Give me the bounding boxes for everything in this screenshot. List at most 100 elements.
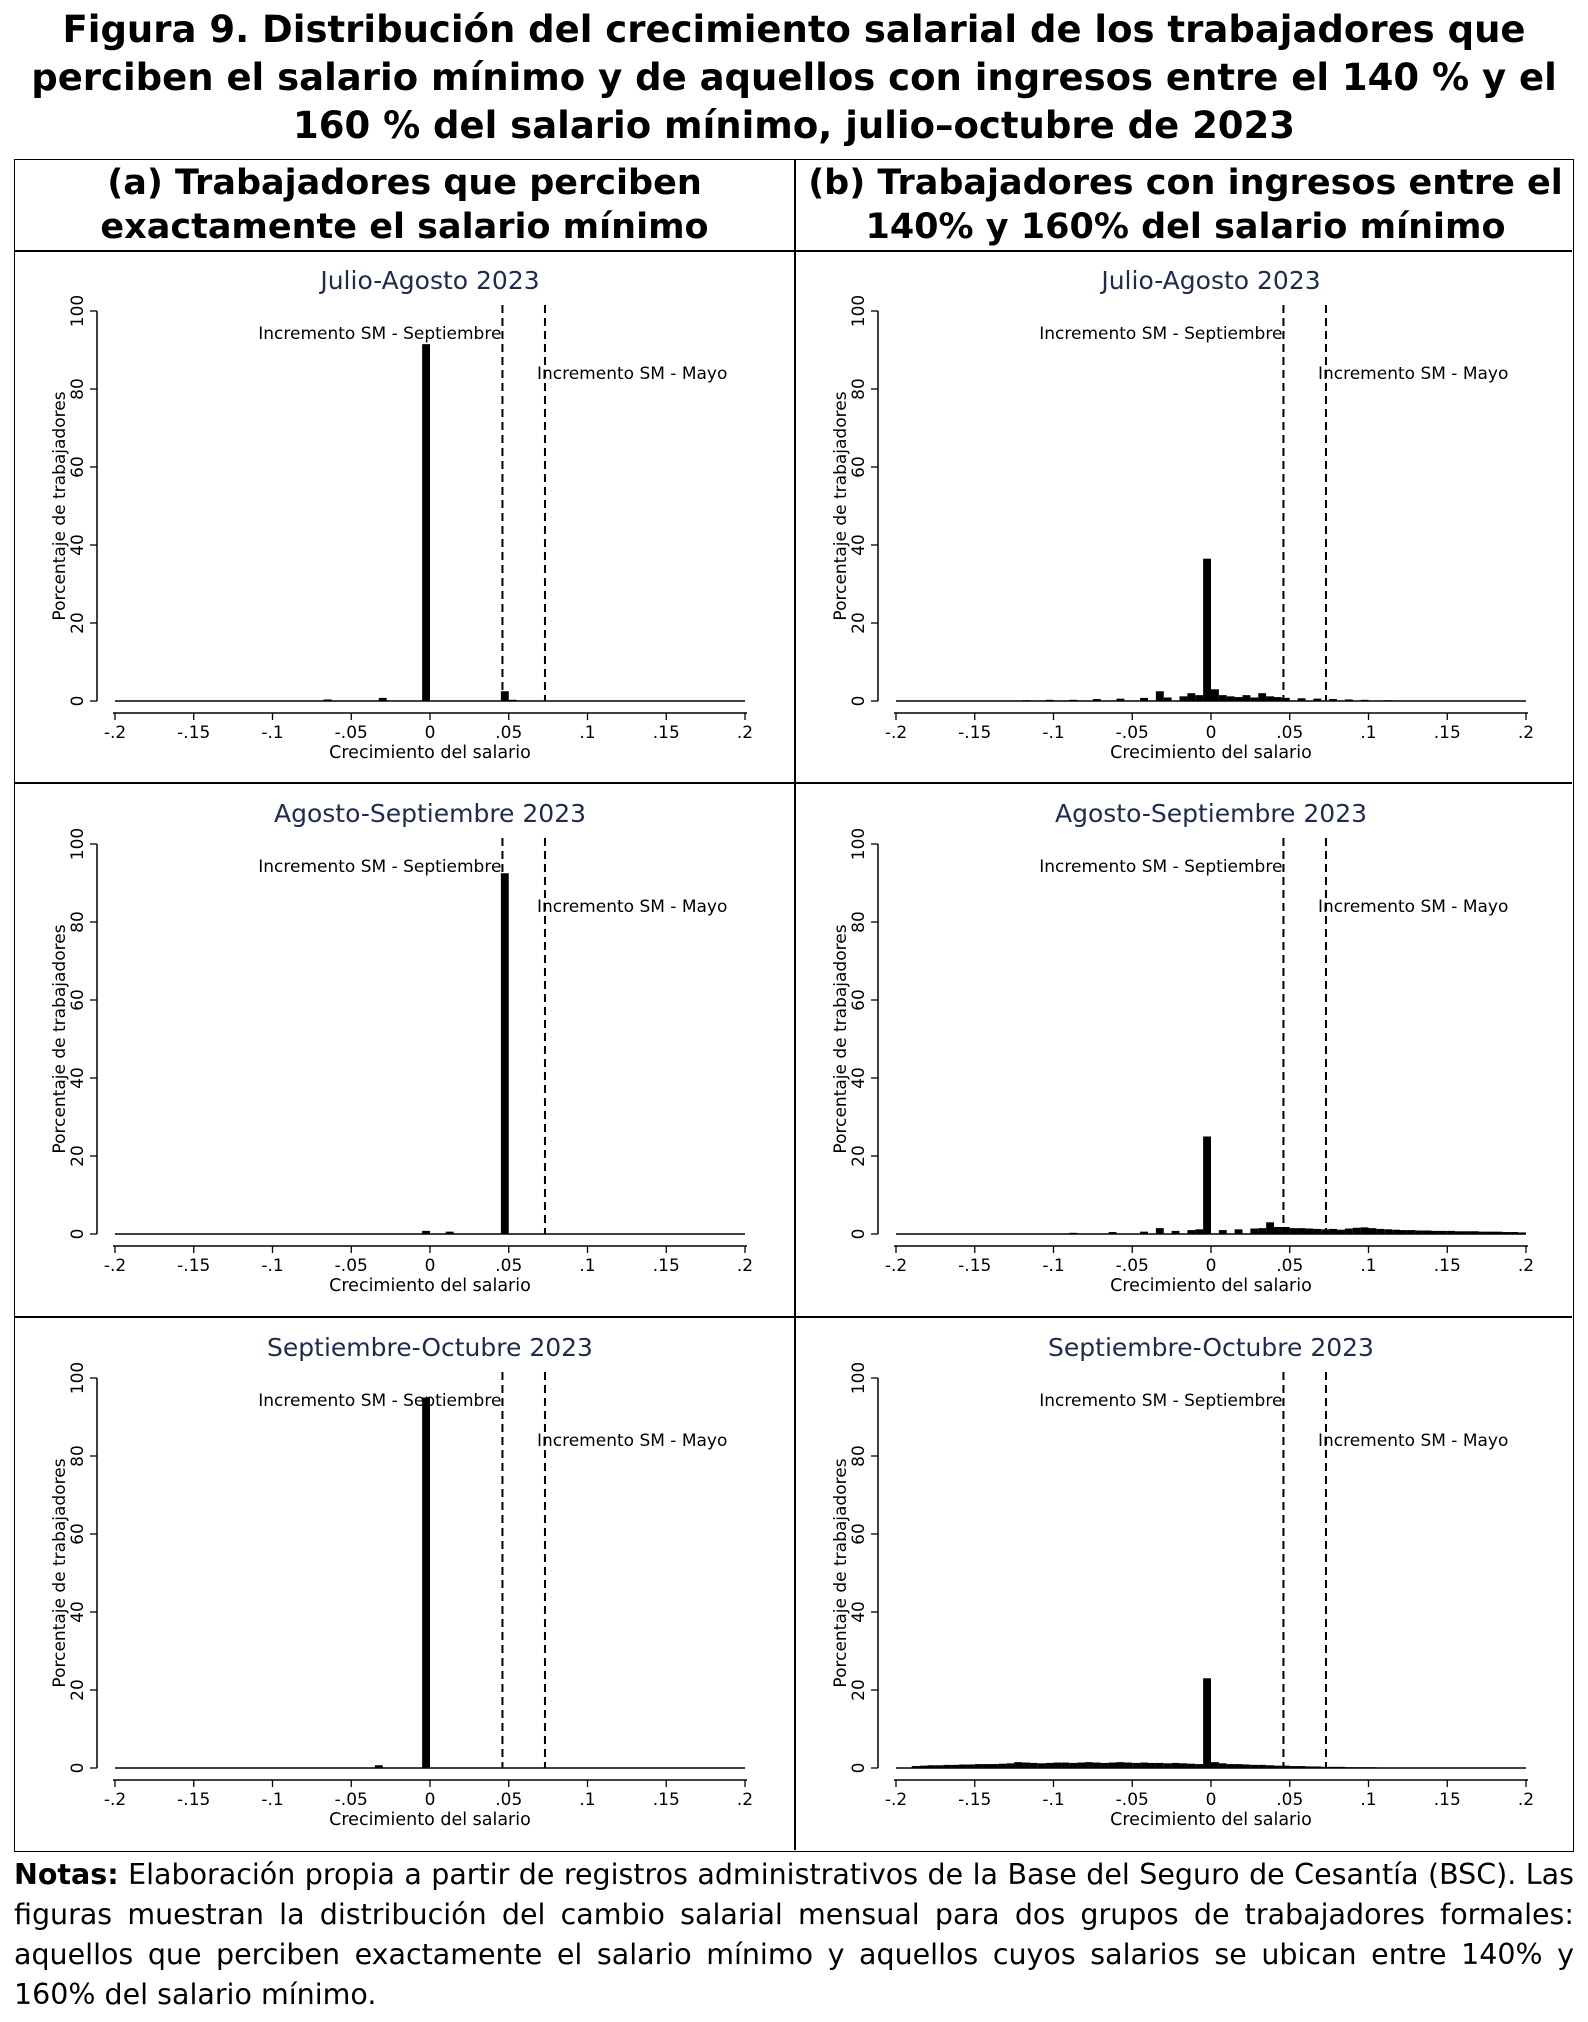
histogram-bar	[1211, 689, 1219, 701]
histogram-bar	[1447, 1230, 1456, 1234]
histogram-bar	[1203, 1136, 1211, 1234]
chart-panel-a2: Agosto-Septiembre 2023 -.2 -.15 -.1 -.05 0 .05…	[15, 784, 794, 1316]
histogram-bar	[1022, 1762, 1030, 1768]
histogram-bar	[1297, 1766, 1306, 1768]
x-tick-label: .1	[579, 1256, 595, 1276]
chart-panel-b3: Septiembre-Octubre 2023 -.2 -.15 -.1 -.05 0 .0…	[796, 1318, 1575, 1850]
histogram-bar	[1281, 1765, 1290, 1768]
x-tick-label: -.15	[177, 723, 210, 743]
chart-title: Julio-Agosto 2023	[318, 266, 539, 295]
histogram-bar	[1092, 1762, 1101, 1768]
histogram-bar	[1274, 697, 1282, 701]
y-tick-label: 60	[849, 989, 869, 1011]
histogram-bar	[1163, 1763, 1172, 1768]
x-tick-label: 0	[425, 723, 436, 743]
histogram-bar	[1171, 1230, 1180, 1234]
histogram-bar	[1266, 1222, 1274, 1234]
histogram-bar	[1187, 693, 1196, 701]
histogram-bar	[951, 1764, 959, 1768]
chart-panel-b2: Agosto-Septiembre 2023 -.2 -.15 -.1 -.05 0 .05…	[796, 784, 1575, 1316]
y-tick-label: 100	[849, 828, 869, 860]
histogram-bar	[1116, 698, 1125, 701]
x-tick-label: .2	[1518, 1790, 1534, 1810]
column-a-header: (a) Trabajadores que perciben exactament…	[100, 163, 709, 247]
histogram-bar	[1242, 695, 1251, 701]
chart-title: Agosto-Septiembre 2023	[274, 799, 586, 828]
chart-svg-a1: Julio-Agosto 2023 -.2 -.15 -.1 -.05 0 .05 .1 .15…	[50, 266, 753, 763]
x-tick-label: -.1	[261, 1790, 283, 1810]
histogram-bar	[1344, 1228, 1353, 1234]
x-tick-label: -.2	[104, 1790, 126, 1810]
histogram-bar	[1061, 1762, 1070, 1768]
x-axis-label: Crecimiento del salario	[1110, 1276, 1312, 1296]
reference-label-mayo: Incremento SM - Mayo	[537, 1431, 727, 1451]
y-tick-label: 60	[68, 456, 88, 478]
histogram-bar	[1234, 697, 1243, 701]
x-tick-label: .1	[579, 723, 595, 743]
histogram-bar	[1400, 1230, 1408, 1234]
histogram-bar	[1014, 1762, 1022, 1768]
y-tick-label: 80	[849, 1445, 869, 1467]
chart-panel-a1: Julio-Agosto 2023 -.2 -.15 -.1 -.05 0 .05 .1 .15…	[15, 251, 794, 783]
row-divider-2	[15, 1316, 1572, 1318]
y-tick-label: 0	[68, 1229, 88, 1240]
histogram-bar	[943, 1764, 952, 1768]
histogram-bar	[1108, 1762, 1117, 1768]
y-tick-label: 100	[849, 295, 869, 327]
histogram-bar	[1486, 1231, 1495, 1234]
histogram-bar	[1140, 697, 1148, 701]
x-tick-label: .2	[737, 1790, 753, 1810]
x-tick-label: .05	[1276, 1790, 1303, 1810]
chart-svg-b2: Agosto-Septiembre 2023 -.2 -.15 -.1 -.05 0 .05…	[831, 799, 1534, 1296]
histogram-bar	[911, 1766, 920, 1768]
y-tick-label: 100	[849, 1362, 869, 1394]
x-tick-label: .1	[579, 1790, 595, 1810]
x-tick-label: -.1	[1042, 1790, 1064, 1810]
x-tick-label: .15	[653, 723, 680, 743]
x-tick-label: 0	[425, 1256, 436, 1276]
chart-title: Septiembre-Octubre 2023	[1048, 1333, 1374, 1362]
histogram-bar	[1140, 1231, 1148, 1234]
histogram-bar	[1258, 693, 1267, 701]
reference-label-septiembre: Incremento SM - Septiembre	[1039, 324, 1282, 344]
notes-text: Elaboración propia a partir de registros…	[14, 1858, 1574, 2011]
x-tick-label: -.1	[261, 1256, 283, 1276]
x-axis-label: Crecimiento del salario	[329, 1810, 531, 1830]
figure-notes: Notas: Elaboración propia a partir de re…	[14, 1855, 1574, 2019]
row-divider-1	[15, 782, 1572, 784]
histogram-bar	[1155, 1762, 1164, 1768]
histogram-bar	[1510, 1232, 1519, 1234]
x-axis-label: Crecimiento del salario	[1110, 1810, 1312, 1830]
x-tick-label: .2	[737, 723, 753, 743]
reference-label-mayo: Incremento SM - Mayo	[1318, 364, 1508, 384]
y-tick-label: 40	[849, 1067, 869, 1089]
histogram-bar	[1329, 1228, 1337, 1234]
y-tick-label: 20	[68, 1145, 88, 1167]
x-tick-label: -.2	[885, 1790, 907, 1810]
x-tick-label: -.1	[1042, 1256, 1064, 1276]
reference-label-mayo: Incremento SM - Mayo	[1318, 1431, 1508, 1451]
reference-label-septiembre: Incremento SM - Septiembre	[258, 1391, 501, 1411]
histogram-bar	[1077, 1762, 1085, 1768]
histogram-bar	[1155, 1228, 1164, 1234]
chart-title: Septiembre-Octubre 2023	[267, 1333, 593, 1362]
x-tick-label: -.05	[1116, 723, 1149, 743]
histogram-bar	[1344, 699, 1353, 701]
histogram-bar	[1415, 1230, 1424, 1234]
histogram-bar	[1281, 1226, 1290, 1234]
histogram-bar	[1250, 1764, 1259, 1768]
y-tick-label: 0	[849, 1229, 869, 1240]
histogram-bar	[1108, 1232, 1117, 1234]
x-tick-label: 0	[1206, 723, 1217, 743]
histogram-bar	[982, 1764, 991, 1768]
y-tick-label: 80	[68, 911, 88, 933]
y-axis-label: Porcentaje de trabajadores	[831, 391, 851, 620]
x-tick-label: -.15	[958, 723, 991, 743]
chart-panel-b1: Julio-Agosto 2023 -.2 -.15 -.1 -.05 0 .05 .1 .15…	[796, 251, 1575, 783]
histogram-bar	[422, 1230, 430, 1234]
y-tick-label: 0	[849, 696, 869, 707]
histogram-bar	[974, 1764, 983, 1768]
histogram-bar	[959, 1764, 967, 1768]
histogram-bar	[1069, 1762, 1078, 1768]
y-tick-label: 80	[68, 378, 88, 400]
